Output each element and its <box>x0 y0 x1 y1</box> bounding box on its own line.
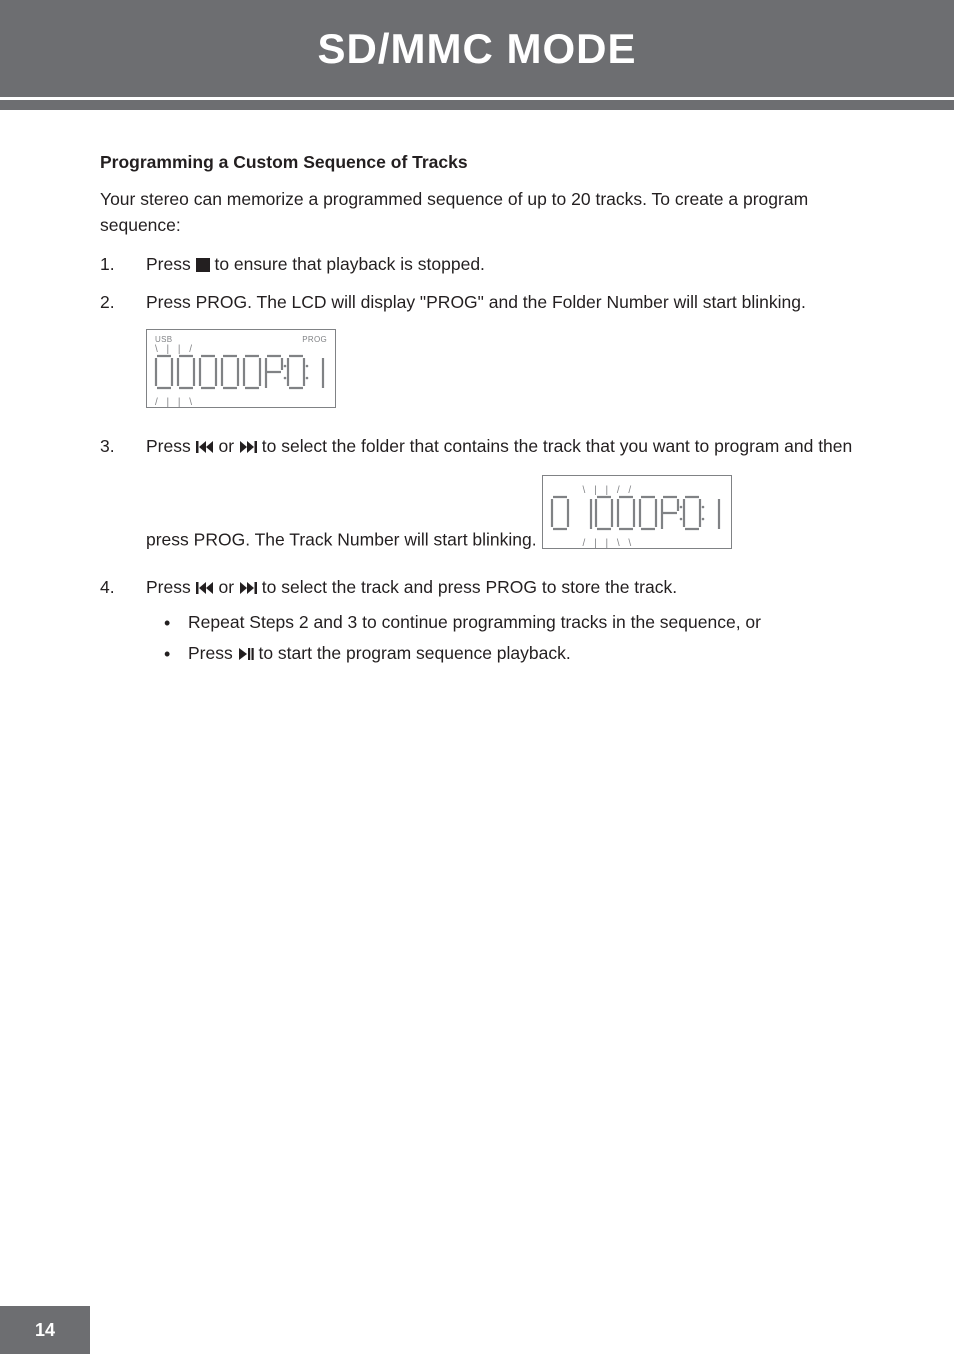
step-1-pre: Press <box>146 254 196 274</box>
step-4-bullet-2-post: to start the program sequence playback. <box>254 643 571 663</box>
page-number-box: 14 <box>0 1306 90 1354</box>
header-sub-band <box>0 100 954 110</box>
step-4-mid: or <box>214 577 239 597</box>
step-2-text: Press PROG. The LCD will display "PROG" … <box>146 292 806 312</box>
next-track-icon <box>239 436 257 461</box>
previous-track-icon <box>196 436 214 461</box>
section-intro: Your stereo can memorize a programmed se… <box>100 187 874 238</box>
page-title: SD/MMC MODE <box>318 25 637 73</box>
lcd-display-1: USB PROG \ | | / <box>146 329 336 408</box>
stop-icon <box>196 254 210 279</box>
lcd2-bottom-ticks: / | | \ \ <box>549 541 725 546</box>
page-number: 14 <box>35 1320 55 1341</box>
step-3: Press or to select the folder that conta… <box>100 434 874 565</box>
step-4-bullet-1: Repeat Steps 2 and 3 to continue program… <box>158 610 874 635</box>
step-4-bullet-2-pre: Press <box>188 643 238 663</box>
step-1: Press to ensure that playback is stopped… <box>100 252 874 279</box>
section-heading: Programming a Custom Sequence of Tracks <box>100 150 874 175</box>
content-area: Programming a Custom Sequence of Tracks … <box>0 110 954 669</box>
step-3-pre: Press <box>146 436 196 456</box>
header-band: SD/MMC MODE <box>0 0 954 100</box>
step-4: Press or to select the track and press P… <box>100 575 874 669</box>
lcd1-bottom-ticks: / | | \ <box>153 400 329 405</box>
step-3-mid: or <box>214 436 239 456</box>
lcd-display-2: \ | | / / <box>542 475 732 548</box>
lcd2-digits <box>549 493 727 533</box>
step-4-post: to select the track and press PROG to st… <box>257 577 677 597</box>
previous-track-icon <box>196 577 214 602</box>
step-4-bullet-1-text: Repeat Steps 2 and 3 to continue program… <box>188 612 761 632</box>
lcd1-digits <box>153 352 331 392</box>
lcd1-right-label: PROG <box>302 334 327 346</box>
step-4-bullet-2: Press to start the program sequence play… <box>158 641 874 668</box>
step-2: Press PROG. The LCD will display "PROG" … <box>100 290 874 424</box>
step-1-post: to ensure that playback is stopped. <box>210 254 485 274</box>
step-4-pre: Press <box>146 577 196 597</box>
play-pause-icon <box>238 643 254 668</box>
step-4-sublist: Repeat Steps 2 and 3 to continue program… <box>146 610 874 669</box>
next-track-icon <box>239 577 257 602</box>
steps-list: Press to ensure that playback is stopped… <box>100 252 874 669</box>
